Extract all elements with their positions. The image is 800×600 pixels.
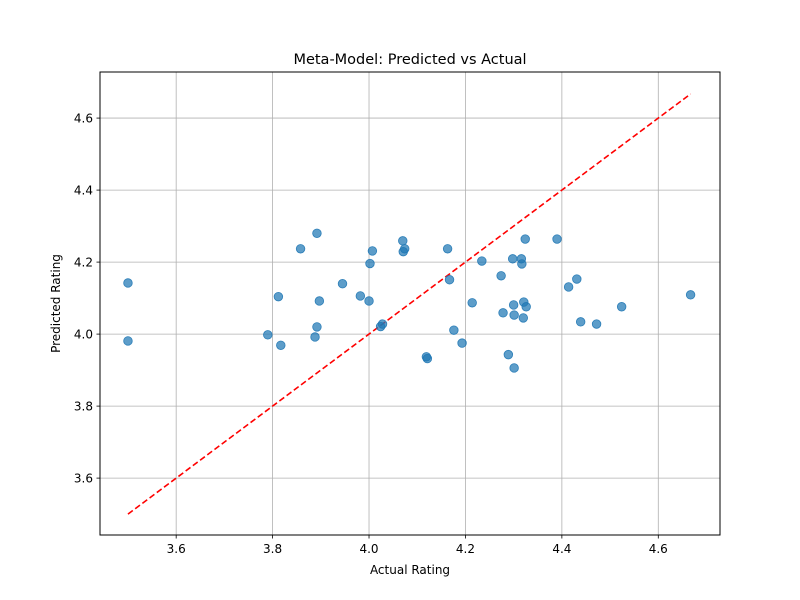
data-point: [274, 292, 283, 301]
data-point: [124, 279, 133, 288]
data-point: [499, 309, 508, 318]
x-tick-label: 4.6: [649, 542, 668, 556]
data-point: [686, 291, 695, 300]
x-axis-label: Actual Rating: [370, 563, 450, 577]
data-point: [519, 314, 528, 323]
data-point: [573, 275, 582, 284]
y-tick-label: 4.6: [74, 111, 93, 125]
data-point: [468, 298, 477, 307]
data-point: [398, 237, 407, 246]
data-point: [313, 323, 322, 332]
data-point: [366, 259, 375, 268]
data-point: [338, 279, 347, 288]
chart-title: Meta-Model: Predicted vs Actual: [293, 52, 526, 68]
y-tick-label: 3.8: [74, 399, 93, 413]
data-point: [124, 337, 133, 346]
data-point: [365, 297, 374, 306]
y-axis-label: Predicted Rating: [49, 254, 63, 353]
y-tick-label: 4.2: [74, 255, 93, 269]
data-point: [296, 244, 305, 253]
data-point: [445, 275, 454, 284]
x-tick-label: 4.0: [359, 542, 378, 556]
data-point: [553, 235, 562, 244]
y-tick-label: 4.0: [74, 327, 93, 341]
data-point: [423, 354, 432, 363]
x-tick-label: 3.8: [263, 542, 282, 556]
data-point: [510, 364, 519, 373]
data-point: [522, 302, 531, 311]
y-tick-label: 4.4: [74, 183, 93, 197]
data-point: [576, 318, 585, 327]
data-point: [315, 297, 324, 306]
y-tick-label: 3.6: [74, 471, 93, 485]
data-point: [458, 339, 467, 348]
data-point: [521, 235, 530, 244]
data-point: [311, 333, 320, 342]
data-point: [564, 283, 573, 292]
data-point: [356, 292, 365, 301]
data-point: [497, 271, 506, 280]
data-point: [368, 247, 377, 256]
x-tick-label: 3.6: [167, 542, 186, 556]
data-point: [592, 320, 601, 329]
x-tick-label: 4.2: [456, 542, 475, 556]
data-point: [510, 311, 519, 320]
data-point: [478, 257, 487, 266]
x-tick-label: 4.4: [552, 542, 571, 556]
data-point: [313, 229, 322, 238]
data-point: [518, 260, 527, 269]
data-point: [263, 331, 272, 340]
data-point: [504, 350, 513, 359]
data-point: [400, 244, 409, 253]
data-point: [617, 302, 626, 311]
data-point: [378, 320, 387, 329]
data-point: [276, 341, 285, 350]
data-point: [450, 326, 459, 335]
data-point: [508, 255, 517, 264]
data-point: [509, 301, 518, 310]
data-point: [443, 244, 452, 253]
